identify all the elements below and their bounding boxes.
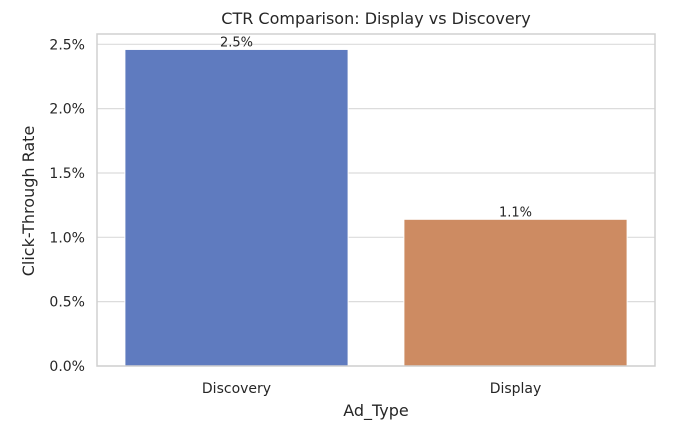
x-axis-label: Ad_Type: [343, 401, 409, 421]
y-tick-label: 1.0%: [49, 230, 85, 246]
y-tick-label: 0.5%: [49, 295, 85, 311]
y-tick-labels: 0.0% 0.5% 1.0% 1.5% 2.0% 2.5%: [49, 37, 85, 375]
chart-title: CTR Comparison: Display vs Discovery: [221, 9, 530, 28]
y-tick-label: 0.0%: [49, 359, 85, 375]
y-tick-label: 2.5%: [49, 37, 85, 53]
bar: [124, 48, 349, 367]
y-axis-label: Click-Through Rate: [19, 126, 38, 277]
bar: [403, 218, 628, 367]
y-tick-label: 1.5%: [49, 166, 85, 182]
y-tick-label: 2.0%: [49, 102, 85, 118]
x-tick-label: Discovery: [202, 381, 271, 397]
data-label: 1.1%: [499, 205, 532, 220]
plot-frame: [96, 33, 656, 367]
data-label: 2.5%: [220, 35, 253, 50]
x-tick-labels: Discovery Display: [202, 381, 541, 397]
data-labels: 2.5% 1.1%: [220, 35, 532, 220]
bars: [124, 48, 628, 367]
x-tick-label: Display: [490, 381, 542, 397]
